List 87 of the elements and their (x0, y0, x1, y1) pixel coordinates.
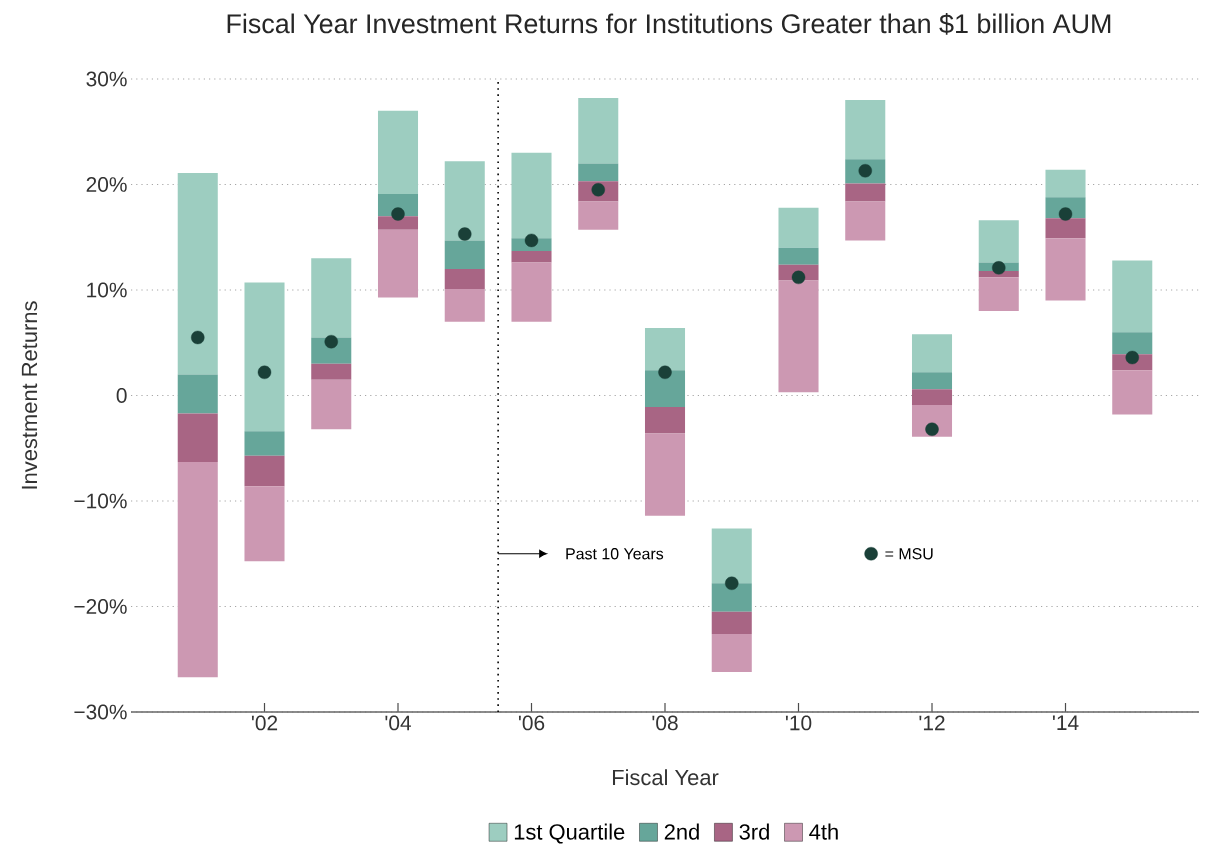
bar (711, 528, 752, 584)
bar (711, 583, 752, 612)
bar (845, 201, 886, 241)
bar (244, 431, 285, 456)
point (458, 227, 472, 241)
point (791, 270, 806, 285)
y-tick-label: 30% (86, 71, 127, 87)
x-tick-label: '02 (251, 715, 278, 731)
y-axis-title: Investment Returns (21, 301, 38, 489)
bar (578, 163, 619, 182)
legend-label: 3rd (739, 823, 769, 840)
point (725, 576, 739, 590)
point (524, 233, 539, 248)
bar (311, 258, 352, 338)
x-tick-label: '10 (785, 715, 812, 731)
bar (644, 327, 686, 371)
point (591, 183, 605, 197)
bar (978, 220, 1019, 263)
bar (845, 100, 886, 160)
bar (644, 433, 686, 516)
bar (578, 97, 619, 164)
bar (444, 288, 485, 322)
bar (911, 389, 953, 405)
bar (978, 277, 1019, 312)
bar (244, 455, 285, 487)
y-tick-label: 10% (87, 282, 127, 298)
x-tick-label: '04 (385, 715, 412, 731)
bar (1112, 332, 1153, 355)
bar (511, 262, 552, 322)
x-tick-label: '14 (1052, 715, 1079, 730)
bar (511, 152, 552, 239)
point (1125, 350, 1139, 365)
bar (1112, 370, 1153, 415)
bar (911, 372, 953, 390)
bar (177, 413, 218, 462)
bar (444, 240, 485, 269)
bar (444, 268, 485, 289)
y-tick-label: −30% (74, 704, 127, 720)
legend-label: = MSU (885, 548, 933, 560)
point (257, 365, 272, 379)
bar (377, 216, 419, 230)
bar (1045, 238, 1086, 301)
bar (377, 110, 419, 194)
bar (444, 161, 485, 241)
x-axis-title: Fiscal Year (613, 769, 719, 786)
point (324, 335, 338, 349)
point (391, 207, 405, 221)
bar (711, 633, 752, 672)
legend-label: 1st Quartile (514, 823, 625, 844)
bar (778, 247, 819, 265)
y-tick-label: 0 (116, 388, 127, 403)
bar (177, 461, 218, 678)
annotation: Past 10 Years (566, 548, 664, 560)
chart-title: Fiscal Year Investment Returns for Institutions Greater than $1 billion AUM (227, 13, 1111, 35)
legend-label: 4th (809, 823, 838, 840)
point (925, 422, 939, 436)
bar (244, 282, 285, 432)
point (1058, 207, 1073, 221)
bar (511, 250, 552, 263)
bar (845, 183, 886, 202)
point (658, 365, 672, 379)
bar (644, 370, 686, 408)
bar (244, 486, 285, 562)
bar (1045, 218, 1086, 239)
bar (177, 374, 218, 414)
bar (578, 201, 619, 230)
bar (377, 229, 419, 298)
bar (911, 334, 953, 373)
y-tick-label: −20% (74, 599, 127, 614)
bar (1045, 169, 1086, 198)
bar (1112, 260, 1153, 333)
bar (311, 379, 352, 430)
x-tick-label: '06 (518, 715, 545, 731)
y-tick-label: 20% (86, 177, 127, 192)
point (191, 330, 205, 345)
x-tick-label: '08 (652, 715, 678, 731)
bar (177, 172, 218, 375)
point (858, 164, 872, 178)
bar (311, 363, 352, 380)
bar (778, 207, 819, 248)
bar (644, 407, 686, 434)
legend-label: 2nd (664, 823, 699, 840)
x-tick-label: '12 (919, 715, 945, 731)
bar (778, 280, 819, 393)
point (992, 261, 1006, 275)
bar (711, 611, 752, 634)
y-tick-label: −10% (74, 493, 127, 509)
